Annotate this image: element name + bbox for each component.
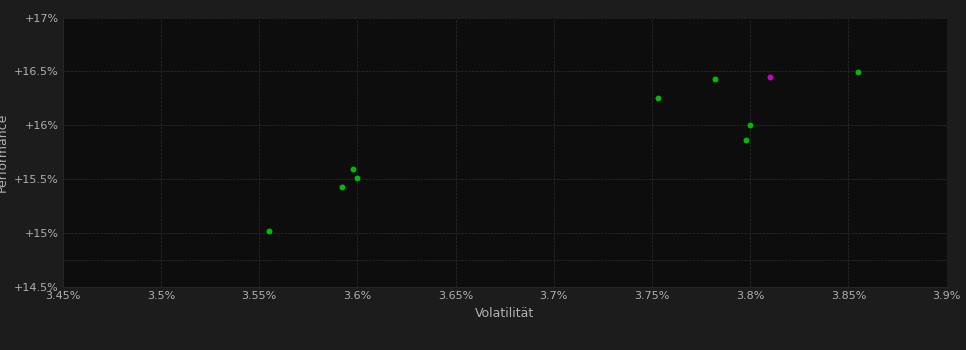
Point	[707, 76, 723, 82]
Point	[346, 167, 361, 172]
X-axis label: Volatilität: Volatilität	[475, 307, 534, 320]
Point	[334, 184, 350, 190]
Point	[350, 175, 365, 181]
Point	[739, 138, 754, 143]
Point	[650, 96, 666, 101]
Point	[261, 228, 276, 234]
Point	[850, 70, 866, 75]
Y-axis label: Performance: Performance	[0, 113, 9, 192]
Point	[743, 122, 758, 128]
Point	[762, 74, 778, 79]
